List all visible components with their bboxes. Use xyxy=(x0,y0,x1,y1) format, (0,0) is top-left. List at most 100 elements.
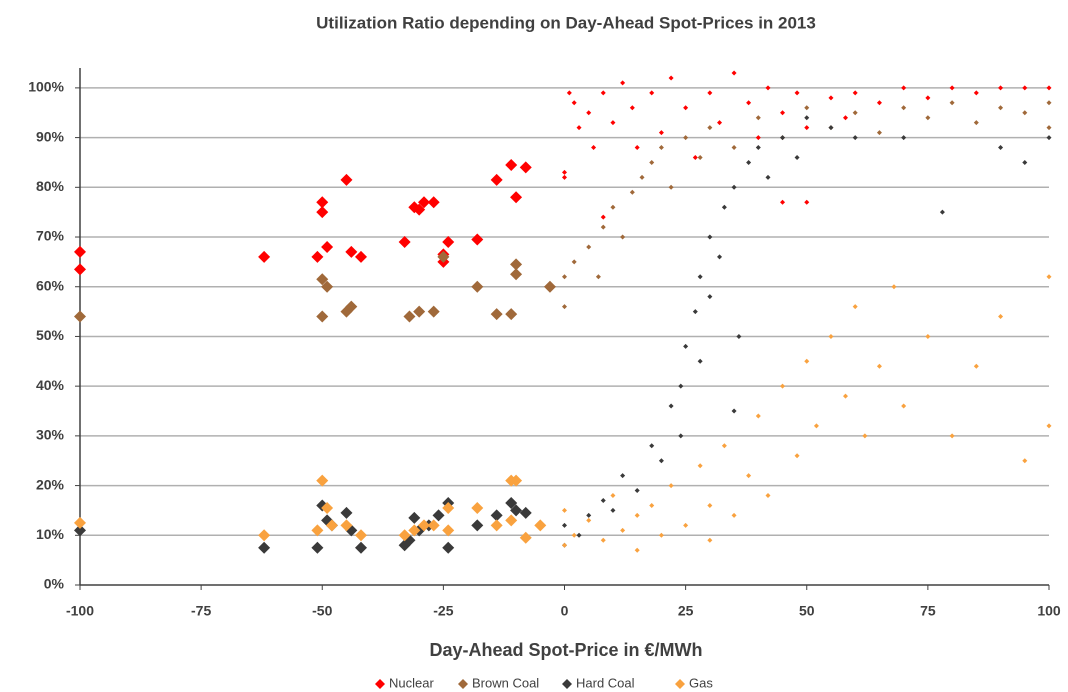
point xyxy=(325,519,338,532)
point xyxy=(620,234,626,240)
point xyxy=(634,145,640,151)
point xyxy=(403,310,416,323)
point xyxy=(736,333,742,339)
point xyxy=(417,519,430,532)
point xyxy=(658,130,664,136)
point xyxy=(471,501,484,514)
point xyxy=(345,300,358,313)
point xyxy=(586,517,592,523)
point xyxy=(692,309,698,315)
point xyxy=(427,196,440,209)
point xyxy=(490,519,503,532)
point xyxy=(891,284,897,290)
point xyxy=(697,154,703,160)
point xyxy=(408,511,421,524)
point xyxy=(697,274,703,280)
point xyxy=(658,145,664,151)
point xyxy=(417,196,430,209)
point xyxy=(610,507,616,513)
point xyxy=(780,383,786,389)
x-tick-label: 50 xyxy=(799,603,815,619)
point xyxy=(1046,85,1052,91)
point xyxy=(794,453,800,459)
point xyxy=(586,110,592,116)
point xyxy=(519,531,532,544)
point xyxy=(321,280,334,293)
point xyxy=(828,125,834,131)
point xyxy=(765,85,771,91)
point xyxy=(413,203,426,216)
point xyxy=(731,70,737,76)
y-tick-label: 10% xyxy=(36,526,65,542)
point xyxy=(316,273,329,286)
point xyxy=(765,174,771,180)
point xyxy=(843,393,849,399)
point xyxy=(658,458,664,464)
point xyxy=(721,204,727,210)
point xyxy=(668,483,674,489)
point xyxy=(490,308,503,321)
point xyxy=(949,85,955,91)
point xyxy=(74,310,86,323)
point xyxy=(442,524,455,537)
point xyxy=(490,509,503,522)
point xyxy=(340,519,353,532)
point xyxy=(571,532,577,538)
legend-marker xyxy=(458,679,468,689)
point xyxy=(746,159,752,165)
point xyxy=(427,305,440,318)
point xyxy=(843,115,849,121)
point xyxy=(576,125,582,131)
point xyxy=(939,209,945,215)
point xyxy=(707,502,713,508)
y-tick-label: 100% xyxy=(28,79,64,95)
point xyxy=(629,105,635,111)
point xyxy=(398,235,411,248)
point xyxy=(1022,110,1028,116)
point xyxy=(74,516,86,529)
point xyxy=(562,507,567,513)
y-tick-label: 40% xyxy=(36,377,65,393)
x-tick-label: 25 xyxy=(678,603,694,619)
point xyxy=(566,90,572,96)
x-tick-label: -50 xyxy=(312,603,332,619)
x-tick-label: 100 xyxy=(1037,603,1061,619)
point xyxy=(519,506,532,519)
point xyxy=(925,95,931,101)
point xyxy=(471,519,484,532)
point xyxy=(600,90,606,96)
point xyxy=(442,541,455,554)
point xyxy=(562,522,567,528)
point xyxy=(620,527,626,533)
point xyxy=(510,474,523,487)
point xyxy=(398,529,411,542)
x-tick-label: 75 xyxy=(920,603,936,619)
point xyxy=(862,433,868,439)
point xyxy=(316,474,329,487)
point xyxy=(258,529,271,542)
legend-label: Hard Coal xyxy=(576,675,635,690)
point xyxy=(345,245,358,258)
y-tick-label: 70% xyxy=(36,228,65,244)
y-tick-label: 0% xyxy=(44,576,65,592)
point xyxy=(355,250,368,263)
point xyxy=(649,90,655,96)
point xyxy=(901,135,907,141)
point xyxy=(697,358,703,364)
point xyxy=(311,524,324,537)
point xyxy=(634,547,640,553)
point xyxy=(707,90,713,96)
point xyxy=(505,496,518,509)
point xyxy=(576,532,582,538)
point xyxy=(74,245,86,258)
point xyxy=(562,169,567,175)
point xyxy=(804,358,810,364)
point xyxy=(755,413,761,419)
point xyxy=(731,184,737,190)
point xyxy=(600,224,606,230)
point xyxy=(408,524,421,537)
point xyxy=(505,514,518,527)
point xyxy=(707,234,713,240)
point xyxy=(717,120,723,126)
point xyxy=(1022,159,1028,165)
